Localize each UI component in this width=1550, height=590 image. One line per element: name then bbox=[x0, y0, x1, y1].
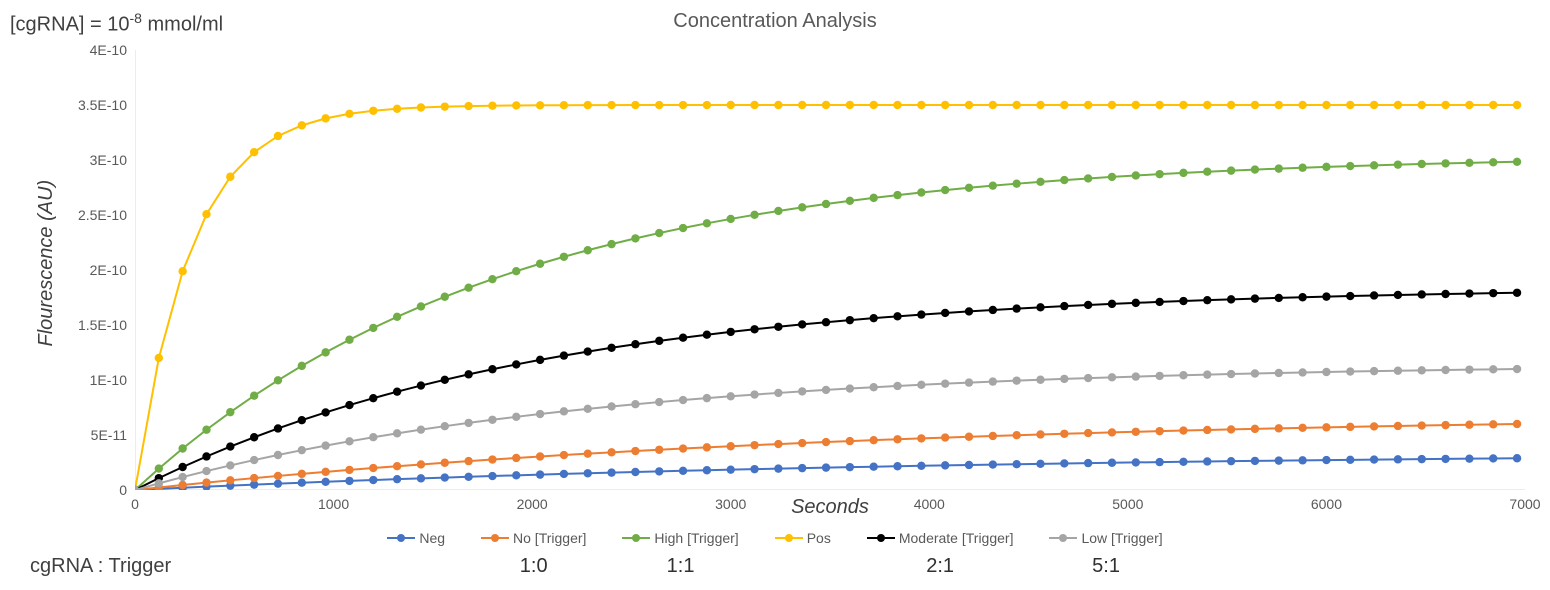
y-tick-label: 2.5E-10 bbox=[78, 207, 127, 223]
x-tick-label: 3000 bbox=[715, 496, 746, 512]
x-tick-label: 0 bbox=[131, 496, 139, 512]
plot-svg bbox=[135, 50, 1525, 490]
y-tick-label: 0 bbox=[119, 482, 127, 498]
ratio-label: 5:1 bbox=[1092, 555, 1120, 578]
x-axis-label: Seconds bbox=[791, 496, 869, 519]
legend-label: Moderate [Trigger] bbox=[899, 530, 1014, 546]
plot-area bbox=[135, 50, 1525, 490]
legend-label: High [Trigger] bbox=[654, 530, 738, 546]
y-tick-label: 2E-10 bbox=[90, 262, 127, 278]
x-tick-label: 2000 bbox=[517, 496, 548, 512]
ratio-label: 2:1 bbox=[926, 555, 954, 578]
series-neg bbox=[135, 454, 1521, 490]
legend-item: Moderate [Trigger] bbox=[867, 530, 1014, 546]
legend-label: No [Trigger] bbox=[513, 530, 586, 546]
x-tick-label: 6000 bbox=[1311, 496, 1342, 512]
legend-item: Neg bbox=[387, 530, 445, 546]
legend-label: Pos bbox=[807, 530, 831, 546]
x-tick-label: 1000 bbox=[318, 496, 349, 512]
legend-swatch bbox=[387, 533, 415, 543]
chart-container: [cgRNA] = 10-8 mmol/ml Concentration Ana… bbox=[0, 0, 1550, 590]
legend: Neg No [Trigger] High [Trigger] Pos Moderate… bbox=[0, 530, 1550, 546]
legend-swatch bbox=[867, 533, 895, 543]
legend-swatch bbox=[775, 533, 803, 543]
legend-swatch bbox=[481, 533, 509, 543]
y-tick-label: 4E-10 bbox=[90, 42, 127, 58]
legend-label: Low [Trigger] bbox=[1081, 530, 1162, 546]
y-tick-label: 3E-10 bbox=[90, 152, 127, 168]
bottom-left-annotation: cgRNA : Trigger bbox=[30, 555, 171, 578]
y-tick-label: 1.5E-10 bbox=[78, 317, 127, 333]
legend-item: Pos bbox=[775, 530, 831, 546]
legend-item: Low [Trigger] bbox=[1049, 530, 1162, 546]
series-no-trigger- bbox=[135, 420, 1521, 490]
legend-item: No [Trigger] bbox=[481, 530, 586, 546]
series-pos bbox=[135, 101, 1521, 490]
legend-label: Neg bbox=[419, 530, 445, 546]
legend-swatch bbox=[1049, 533, 1077, 543]
chart-title: Concentration Analysis bbox=[0, 10, 1550, 33]
x-tick-label: 7000 bbox=[1509, 496, 1540, 512]
legend-item: High [Trigger] bbox=[622, 530, 738, 546]
y-axis-label: Flourescence (AU) bbox=[35, 180, 58, 347]
y-tick-label: 3.5E-10 bbox=[78, 97, 127, 113]
x-tick-label: 4000 bbox=[914, 496, 945, 512]
legend-swatch bbox=[622, 533, 650, 543]
ratio-label: 1:1 bbox=[667, 555, 695, 578]
y-tick-label: 5E-11 bbox=[91, 427, 127, 443]
x-tick-label: 5000 bbox=[1112, 496, 1143, 512]
ratio-label: 1:0 bbox=[520, 555, 548, 578]
y-tick-label: 1E-10 bbox=[90, 372, 127, 388]
